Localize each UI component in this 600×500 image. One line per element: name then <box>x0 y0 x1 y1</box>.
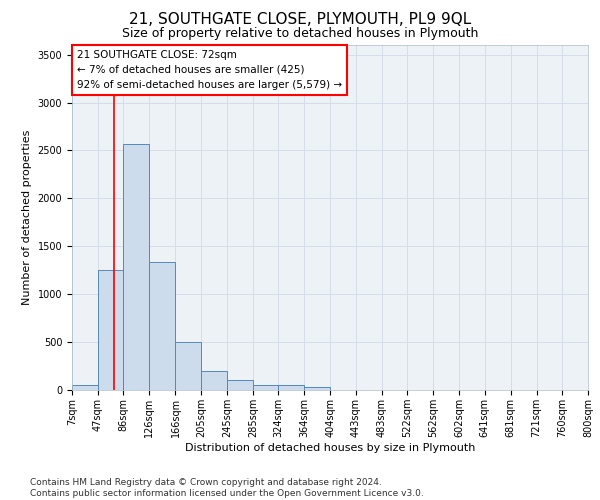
Bar <box>149 262 175 390</box>
Text: Size of property relative to detached houses in Plymouth: Size of property relative to detached ho… <box>122 28 478 40</box>
Bar <box>253 385 278 390</box>
Bar <box>278 385 304 390</box>
Bar <box>201 371 227 390</box>
Text: 21 SOUTHGATE CLOSE: 72sqm
← 7% of detached houses are smaller (425)
92% of semi-: 21 SOUTHGATE CLOSE: 72sqm ← 7% of detach… <box>77 50 342 90</box>
Bar <box>98 270 124 390</box>
Bar <box>72 385 98 390</box>
Bar <box>175 342 201 390</box>
Bar <box>304 387 331 390</box>
Text: 21, SOUTHGATE CLOSE, PLYMOUTH, PL9 9QL: 21, SOUTHGATE CLOSE, PLYMOUTH, PL9 9QL <box>129 12 471 28</box>
Y-axis label: Number of detached properties: Number of detached properties <box>22 130 32 305</box>
Bar <box>227 380 253 390</box>
Text: Contains HM Land Registry data © Crown copyright and database right 2024.
Contai: Contains HM Land Registry data © Crown c… <box>30 478 424 498</box>
X-axis label: Distribution of detached houses by size in Plymouth: Distribution of detached houses by size … <box>185 442 475 452</box>
Bar <box>124 144 149 390</box>
